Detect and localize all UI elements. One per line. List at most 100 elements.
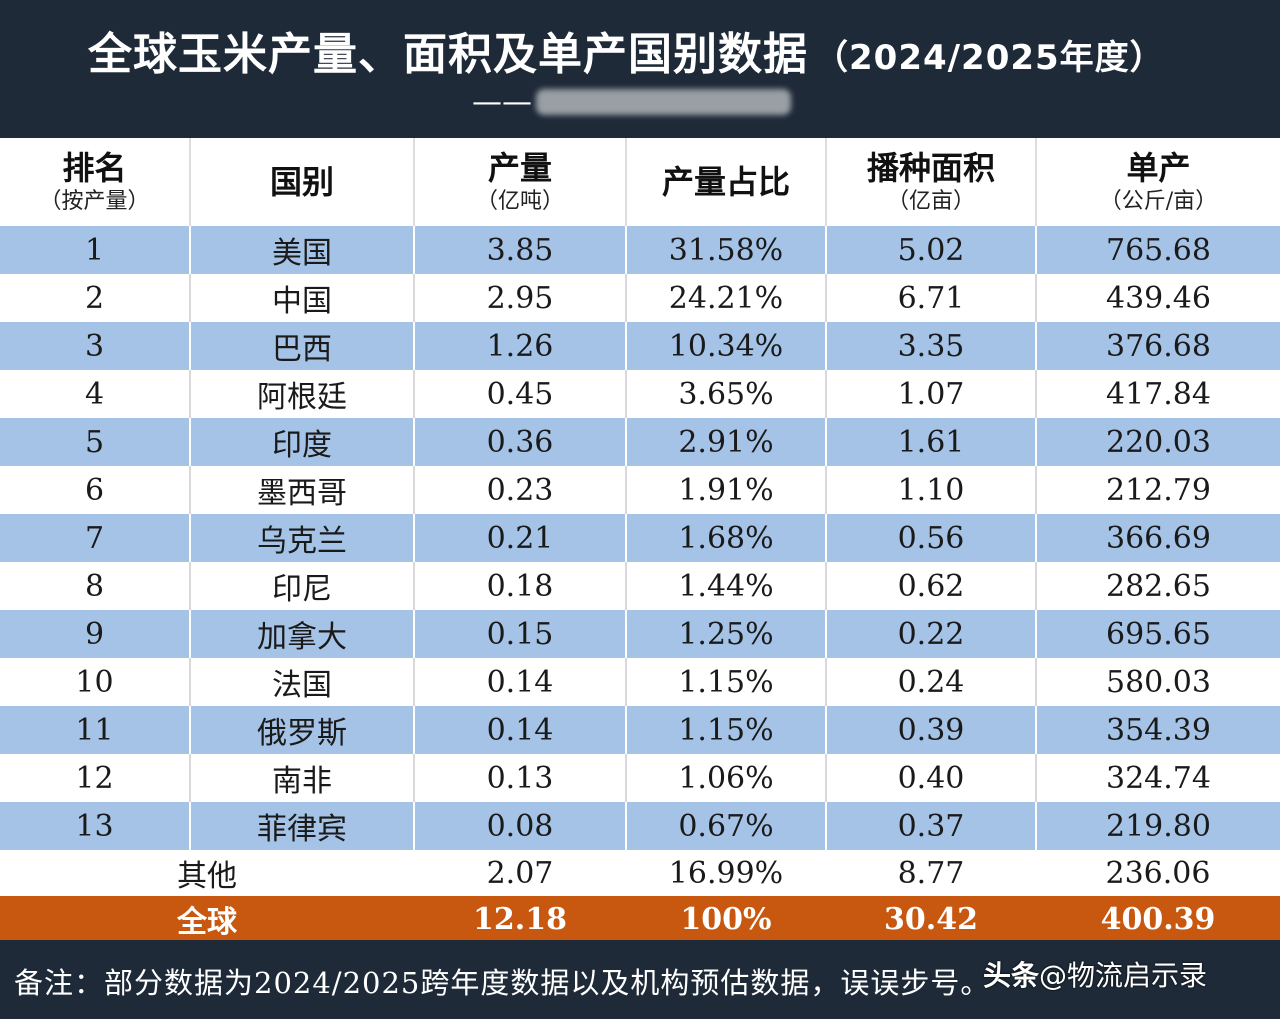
- cell-country: 加拿大: [190, 610, 415, 658]
- table-row: 11 俄罗斯 0.14 1.15% 0.39 354.39: [0, 706, 1280, 754]
- table-row: 2 中国 2.95 24.21% 6.71 439.46: [0, 274, 1280, 322]
- cell-yield: 765.68: [1106, 232, 1211, 268]
- cell-rank: 11: [0, 706, 191, 754]
- cell-country: 美国: [190, 226, 415, 274]
- table-row-other: 其他 2.07 16.99% 8.77 236.06: [0, 850, 1280, 896]
- cell-output: 0.18: [414, 562, 627, 610]
- cell-yield: 376.68: [1106, 328, 1211, 364]
- cell-area: 0.39: [826, 706, 1037, 754]
- cell-country: 菲律宾: [190, 802, 415, 850]
- watermark-handle: @物流启示录: [1039, 959, 1208, 992]
- table-header: 排名 （按产量） 国别 产量 （亿吨） 产量占比 播种面积 （亿亩） 单产 （公斤/亩）: [0, 138, 1280, 226]
- cell-share: 1.44%: [626, 562, 827, 610]
- cell-area: 5.02: [826, 226, 1037, 274]
- title-year: （2024/2025年度）: [814, 38, 1165, 78]
- table-row: 1 美国 3.85 31.58% 5.02 765.68: [0, 226, 1280, 274]
- cell-area: 0.62: [826, 562, 1037, 610]
- cell-rank: 13: [0, 802, 191, 850]
- cell-share: 1.68%: [626, 514, 827, 562]
- cell-share: 0.67%: [626, 802, 827, 850]
- cell-share: 10.34%: [626, 322, 827, 370]
- col-header-rank: 排名 （按产量）: [0, 138, 191, 226]
- cell-output: 0.14: [414, 658, 627, 706]
- total-label: 全球: [177, 905, 237, 940]
- cell-country: 阿根廷: [190, 370, 415, 418]
- cell-country: 印度: [190, 418, 415, 466]
- cell-country: 乌克兰: [190, 514, 415, 562]
- col-header-share: 产量占比: [626, 138, 827, 226]
- cell-output: 0.21: [414, 514, 627, 562]
- subtitle-dash: ——: [472, 84, 532, 120]
- cell-output: 0.45: [414, 370, 627, 418]
- total-area: 30.42: [884, 901, 978, 937]
- cell-yield: 417.84: [1106, 376, 1211, 412]
- title-text: 全球玉米产量、面积及单产国别数据: [88, 29, 808, 80]
- watermark: 头条@物流启示录: [983, 954, 1207, 994]
- table-row: 8 印尼 0.18 1.44% 0.62 282.65: [0, 562, 1280, 610]
- cell-area: 1.10: [826, 466, 1037, 514]
- header-row: 排名 （按产量） 国别 产量 （亿吨） 产量占比 播种面积 （亿亩） 单产 （公斤/亩）: [0, 138, 1280, 226]
- cell-country: 墨西哥: [190, 466, 415, 514]
- cell-country: 法国: [190, 658, 415, 706]
- cell-share: 1.06%: [626, 754, 827, 802]
- cell-yield: 439.46: [1106, 280, 1211, 316]
- subtitle: ——: [472, 84, 791, 120]
- cell-share: 1.91%: [626, 466, 827, 514]
- cell-share: 24.21%: [626, 274, 827, 322]
- cell-area: 1.07: [826, 370, 1037, 418]
- cell-share: 3.65%: [626, 370, 827, 418]
- cell-share: 1.25%: [626, 610, 827, 658]
- cell-yield: 220.03: [1106, 424, 1211, 460]
- cell-area: 3.35: [826, 322, 1037, 370]
- col-header-country: 国别: [190, 138, 415, 226]
- cell-share: 1.15%: [626, 658, 827, 706]
- footer: 备注：部分数据为2024/2025跨年度数据以及机构预估数据，误误步号。 头条@…: [0, 940, 1280, 1019]
- header: 全球玉米产量、面积及单产国别数据 （2024/2025年度） ——: [0, 0, 1280, 138]
- total-output: 12.18: [473, 901, 567, 937]
- cell-rank: 9: [0, 610, 191, 658]
- table-row: 12 南非 0.13 1.06% 0.40 324.74: [0, 754, 1280, 802]
- other-label: 其他: [177, 859, 237, 894]
- cell-country: 南非: [190, 754, 415, 802]
- cell-rank: 6: [0, 466, 191, 514]
- cell-country: 俄罗斯: [190, 706, 415, 754]
- cell-country: 巴西: [190, 322, 415, 370]
- table-row: 5 印度 0.36 2.91% 1.61 220.03: [0, 418, 1280, 466]
- cell-rank: 2: [0, 274, 191, 322]
- col-header-area: 播种面积 （亿亩）: [826, 138, 1037, 226]
- cell-output: 0.08: [414, 802, 627, 850]
- cell-output: 0.13: [414, 754, 627, 802]
- cell-yield: 324.74: [1106, 760, 1211, 796]
- cell-yield: 212.79: [1106, 472, 1211, 508]
- cell-area: 0.37: [826, 802, 1037, 850]
- table-body: 1 美国 3.85 31.58% 5.02 765.68 2 中国 2.95 24.21% 6.71…: [0, 226, 1280, 942]
- data-table-wrapper: 排名 （按产量） 国别 产量 （亿吨） 产量占比 播种面积 （亿亩） 单产 （公斤/亩）…: [0, 138, 1280, 942]
- table-row: 3 巴西 1.26 10.34% 3.35 376.68: [0, 322, 1280, 370]
- cell-yield: 282.65: [1106, 568, 1211, 604]
- page-title: 全球玉米产量、面积及单产国别数据 （2024/2025年度）: [88, 18, 1165, 82]
- cell-rank: 3: [0, 322, 191, 370]
- cell-share: 2.91%: [626, 418, 827, 466]
- table-row: 7 乌克兰 0.21 1.68% 0.56 366.69: [0, 514, 1280, 562]
- cell-area: 0.40: [826, 754, 1037, 802]
- table-row: 6 墨西哥 0.23 1.91% 1.10 212.79: [0, 466, 1280, 514]
- col-header-yield: 单产 （公斤/亩）: [1099, 149, 1218, 214]
- cell-rank: 10: [0, 658, 191, 706]
- cell-rank: 1: [0, 226, 191, 274]
- cell-output: 0.15: [414, 610, 627, 658]
- table-row: 13 菲律宾 0.08 0.67% 0.37 219.80: [0, 802, 1280, 850]
- data-table: 排名 （按产量） 国别 产量 （亿吨） 产量占比 播种面积 （亿亩） 单产 （公斤/亩）…: [0, 138, 1280, 942]
- cell-rank: 4: [0, 370, 191, 418]
- cell-area: 1.61: [826, 418, 1037, 466]
- cell-output: 0.23: [414, 466, 627, 514]
- cell-output: 2.95: [414, 274, 627, 322]
- col-header-output: 产量 （亿吨）: [414, 138, 627, 226]
- cell-output: 0.36: [414, 418, 627, 466]
- cell-output: 0.14: [414, 706, 627, 754]
- watermark-brand: 头条: [983, 959, 1040, 992]
- cell-country: 中国: [190, 274, 415, 322]
- footer-note: 备注：部分数据为2024/2025跨年度数据以及机构预估数据，误误步号。: [14, 966, 991, 1000]
- table-row: 10 法国 0.14 1.15% 0.24 580.03: [0, 658, 1280, 706]
- cell-area: 0.24: [826, 658, 1037, 706]
- cell-yield: 366.69: [1106, 520, 1211, 556]
